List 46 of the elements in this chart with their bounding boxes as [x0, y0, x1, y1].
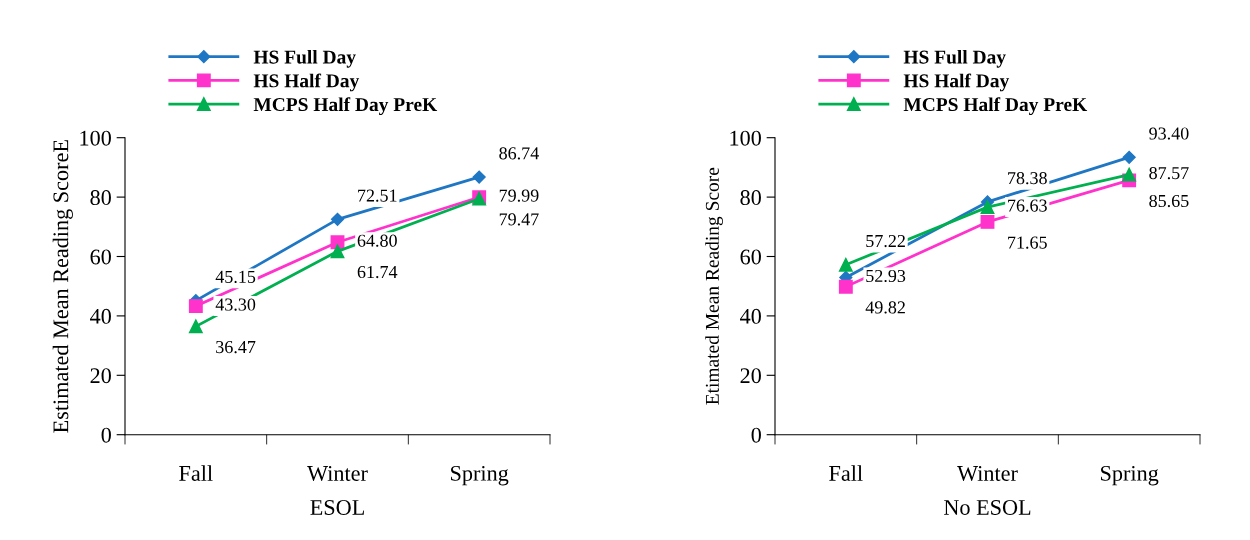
data-label: 43.30 [215, 298, 256, 311]
legend-label: HS Full Day [253, 49, 356, 68]
legend-label: MCPS Half Day PreK [253, 97, 438, 116]
x-axis-title: No ESOL [944, 500, 1031, 515]
data-label: 85.65 [1149, 194, 1189, 208]
data-label: 79.99 [499, 189, 539, 202]
y-tick-label: 60 [90, 249, 111, 265]
data-label: 36.47 [216, 340, 256, 354]
legend-label: HS Half Day [253, 73, 360, 92]
x-tick-label: Fall [179, 465, 213, 481]
y-tick-label: 80 [740, 190, 761, 206]
data-label: 49.82 [865, 301, 905, 314]
x-tick-label: Spring [451, 465, 509, 486]
data-label: 76.63 [1008, 199, 1047, 212]
data-label: 86.74 [499, 147, 539, 160]
data-label: 61.74 [357, 265, 398, 279]
y-tick-label: 60 [740, 249, 761, 265]
data-label: 72.51 [358, 189, 397, 202]
data-label: 71.65 [1008, 236, 1047, 249]
legend-label: MCPS Half Day PreK [903, 97, 1088, 116]
x-tick-label: Winter [307, 465, 368, 482]
x-tick-label: Winter [957, 465, 1018, 482]
y-axis-title: Etimated Mean Reading Score [705, 167, 723, 405]
y-tick-label: 20 [740, 368, 761, 384]
data-label: 45.15 [215, 270, 256, 283]
y-tick-label: 40 [90, 308, 111, 324]
legend-label: HS Full Day [903, 49, 1006, 68]
y-tick-label: 100 [730, 130, 761, 146]
data-label: 57.22 [866, 234, 905, 248]
data-label: 52.93 [866, 269, 906, 283]
y-tick-label: 0 [101, 427, 111, 443]
x-tick-label: Spring [1101, 465, 1159, 486]
data-label: 78.38 [1008, 172, 1047, 185]
y-tick-label: 80 [90, 190, 111, 206]
legend-label: HS Half Day [903, 73, 1010, 92]
y-tick-label: 100 [80, 130, 111, 146]
y-axis-title: Estimated Mean Reading ScoreE [52, 140, 73, 433]
y-tick-label: 0 [751, 427, 761, 443]
data-label: 93.40 [1149, 127, 1189, 140]
y-tick-label: 40 [740, 308, 761, 324]
data-label: 87.57 [1149, 166, 1189, 180]
data-label: 79.47 [499, 213, 539, 226]
data-label: 64.80 [357, 234, 397, 247]
y-tick-label: 20 [90, 368, 111, 384]
x-axis-title: ESOL [310, 500, 364, 515]
x-tick-label: Fall [829, 465, 863, 481]
